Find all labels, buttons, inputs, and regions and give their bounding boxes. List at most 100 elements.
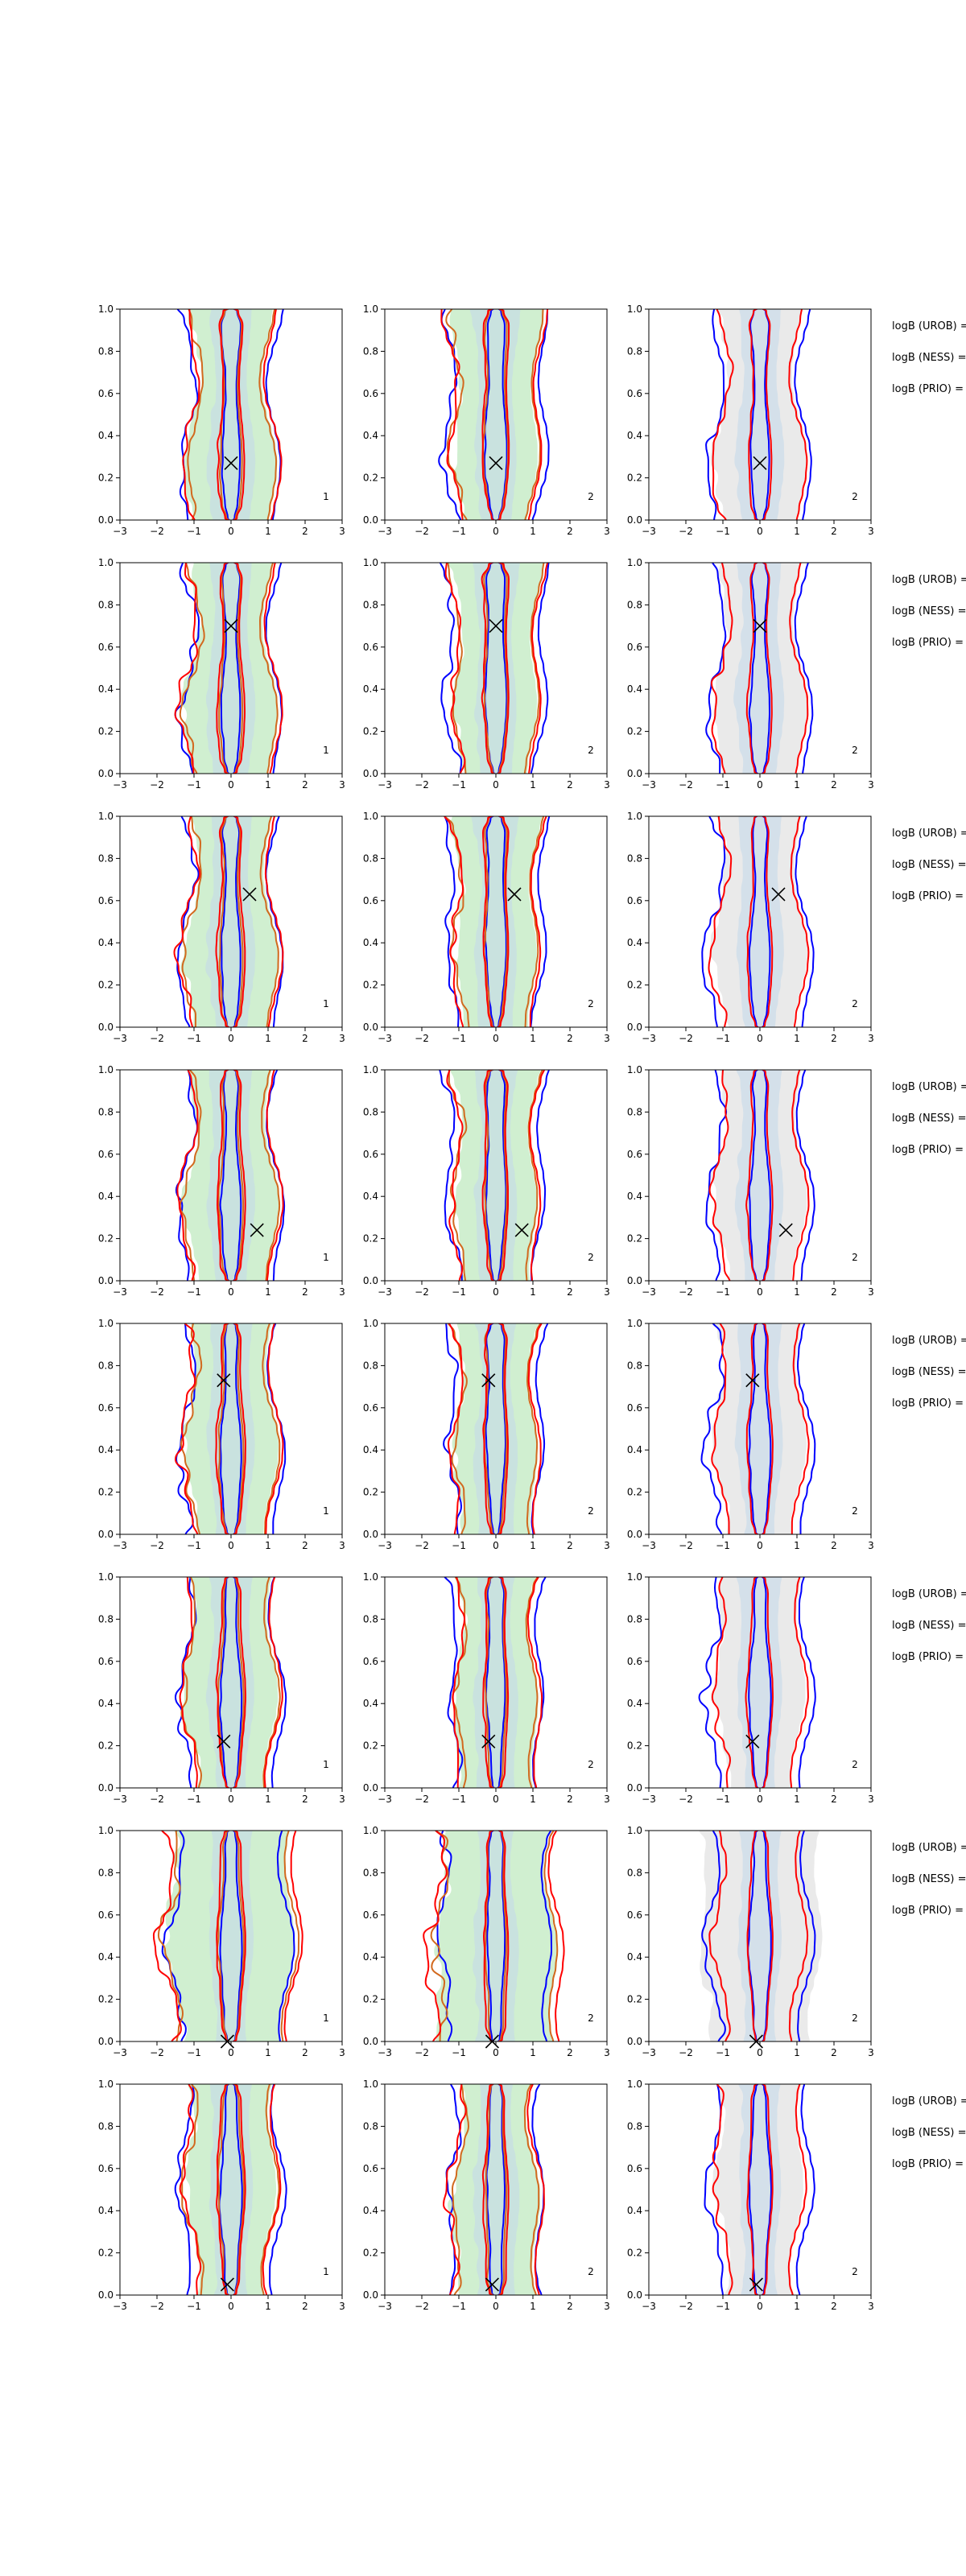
y-tick-label: 0.8 [98, 852, 114, 864]
contour-blue-outer [436, 1831, 553, 2041]
density-fill-inner [471, 816, 519, 1027]
x-tick-label: −1 [716, 2047, 730, 2058]
y-tick-label: 0.4 [627, 2205, 642, 2216]
panel-number: 1 [323, 491, 329, 502]
x-tick-label: 2 [567, 1286, 573, 1298]
x-tick-label: −3 [378, 1794, 392, 1805]
panel-number: 1 [323, 1252, 329, 1263]
y-tick-label: 0.4 [363, 683, 378, 695]
side-label: logB (PRIO) = [892, 637, 964, 649]
y-tick-label: 0.2 [627, 1994, 642, 2005]
side-label: logB (NESS) = [892, 1113, 966, 1125]
density-fill-inner [473, 1070, 518, 1281]
y-tick-label: 0.4 [98, 2205, 114, 2216]
side-label: logB (NESS) = [892, 605, 966, 617]
x-tick-label: −1 [452, 1794, 466, 1805]
y-tick-label: 0.2 [98, 980, 114, 991]
contour-blue-inner [485, 2084, 506, 2295]
contour-red-outer [708, 816, 810, 1027]
true-value-marker [481, 1734, 496, 1748]
x-tick-label: 1 [794, 526, 800, 537]
panel-r8-c3: −3 −2 −1 0 1 2 3 0.0 0.2 0.4 0.6 0.8 1.0 2 [627, 2079, 874, 2312]
y-tick-label: 1.0 [627, 811, 642, 822]
panel-number: 1 [323, 2266, 329, 2277]
y-tick-label: 0.4 [627, 1951, 642, 1963]
y-tick-label: 0.4 [627, 1191, 642, 1202]
y-tick-label: 0.6 [627, 1402, 642, 1414]
y-tick-label: 0.0 [98, 1022, 114, 1033]
contour-blue-outer [704, 2084, 815, 2295]
contour-orange-inner [484, 1577, 508, 1788]
true-value-marker [749, 2277, 763, 2292]
contour-blue-outer [439, 1070, 550, 1281]
contour-blue-inner [486, 1831, 506, 2041]
y-tick-label: 0.0 [627, 1275, 642, 1286]
y-tick-label: 0.2 [627, 473, 642, 484]
x-tick-label: 0 [757, 2301, 763, 2312]
contour-red-inner [745, 1323, 774, 1534]
x-tick-label: 2 [831, 1794, 837, 1805]
y-tick-label: 0.2 [98, 1994, 114, 2005]
x-tick-label: −1 [187, 779, 201, 791]
y-tick-label: 0.6 [363, 1149, 378, 1160]
y-tick-label: 0.8 [363, 1106, 378, 1117]
panel-r3-c3: −3 −2 −1 0 1 2 3 0.0 0.2 0.4 0.6 0.8 1.0 2 [627, 811, 874, 1044]
true-value-marker [489, 456, 503, 470]
contour-blue-outer [700, 1323, 816, 1534]
contour-blue-outer [705, 309, 812, 520]
x-tick-label: 1 [530, 1286, 536, 1298]
y-tick-label: 0.4 [363, 1191, 378, 1202]
panel-number: 2 [852, 2266, 858, 2277]
contour-blue-outer [701, 816, 815, 1027]
x-tick-label: 3 [604, 1033, 610, 1044]
contour-red-inner [481, 1070, 510, 1281]
y-tick-label: 0.4 [98, 1191, 114, 1202]
x-tick-label: 2 [567, 2301, 573, 2312]
true-value-marker [489, 619, 503, 634]
y-tick-label: 0.8 [363, 852, 378, 864]
y-tick-label: 0.0 [627, 1022, 642, 1033]
panel-r4-c1: −3 −2 −1 0 1 2 3 0.0 0.2 0.4 0.6 0.8 1.0 1 [98, 1064, 345, 1298]
x-tick-label: 1 [794, 2301, 800, 2312]
density-fill-inner [472, 2084, 520, 2295]
x-tick-label: 1 [265, 1033, 271, 1044]
x-tick-label: 2 [302, 1540, 308, 1551]
y-tick-label: 1.0 [98, 1064, 114, 1075]
y-tick-label: 0.4 [363, 1444, 378, 1455]
y-tick-label: 1.0 [98, 811, 114, 822]
y-tick-label: 0.0 [363, 2036, 378, 2047]
x-tick-label: 1 [265, 779, 271, 791]
y-tick-label: 0.0 [627, 514, 642, 526]
y-tick-label: 0.2 [363, 1740, 378, 1752]
panel-number: 2 [588, 745, 594, 756]
x-tick-label: 2 [567, 526, 573, 537]
x-tick-label: 3 [339, 779, 345, 791]
contour-red-outer [446, 1070, 546, 1281]
x-tick-label: 2 [302, 1033, 308, 1044]
y-tick-label: 1.0 [363, 1825, 378, 1836]
y-tick-label: 0.6 [98, 1656, 114, 1667]
panel-r2-c1: −3 −2 −1 0 1 2 3 0.0 0.2 0.4 0.6 0.8 1.0 1 [98, 557, 345, 791]
x-tick-label: −2 [150, 1286, 164, 1298]
y-tick-label: 0.4 [98, 1444, 114, 1455]
x-tick-label: 0 [228, 779, 234, 791]
x-tick-label: 3 [604, 2301, 610, 2312]
contour-red-inner [215, 1577, 247, 1788]
y-tick-label: 1.0 [363, 2079, 378, 2090]
x-tick-label: −1 [187, 1286, 201, 1298]
y-tick-label: 0.2 [98, 1487, 114, 1498]
y-tick-label: 0.0 [627, 768, 642, 779]
y-tick-label: 0.0 [363, 2289, 378, 2301]
panel-number: 2 [852, 2013, 858, 2024]
side-label: logB (PRIO) = [892, 2158, 964, 2170]
panel-r5-c3: −3 −2 −1 0 1 2 3 0.0 0.2 0.4 0.6 0.8 1.0 2 [627, 1318, 874, 1551]
y-tick-label: 1.0 [627, 1064, 642, 1075]
x-tick-label: 2 [567, 1794, 573, 1805]
y-tick-label: 0.0 [98, 768, 114, 779]
contour-blue-outer [443, 1323, 549, 1534]
x-tick-label: −2 [679, 779, 693, 791]
y-tick-label: 0.2 [363, 2248, 378, 2259]
side-label: logB (NESS) = [892, 1620, 966, 1632]
contour-red-outer [442, 2084, 545, 2295]
x-tick-label: 0 [493, 779, 499, 791]
